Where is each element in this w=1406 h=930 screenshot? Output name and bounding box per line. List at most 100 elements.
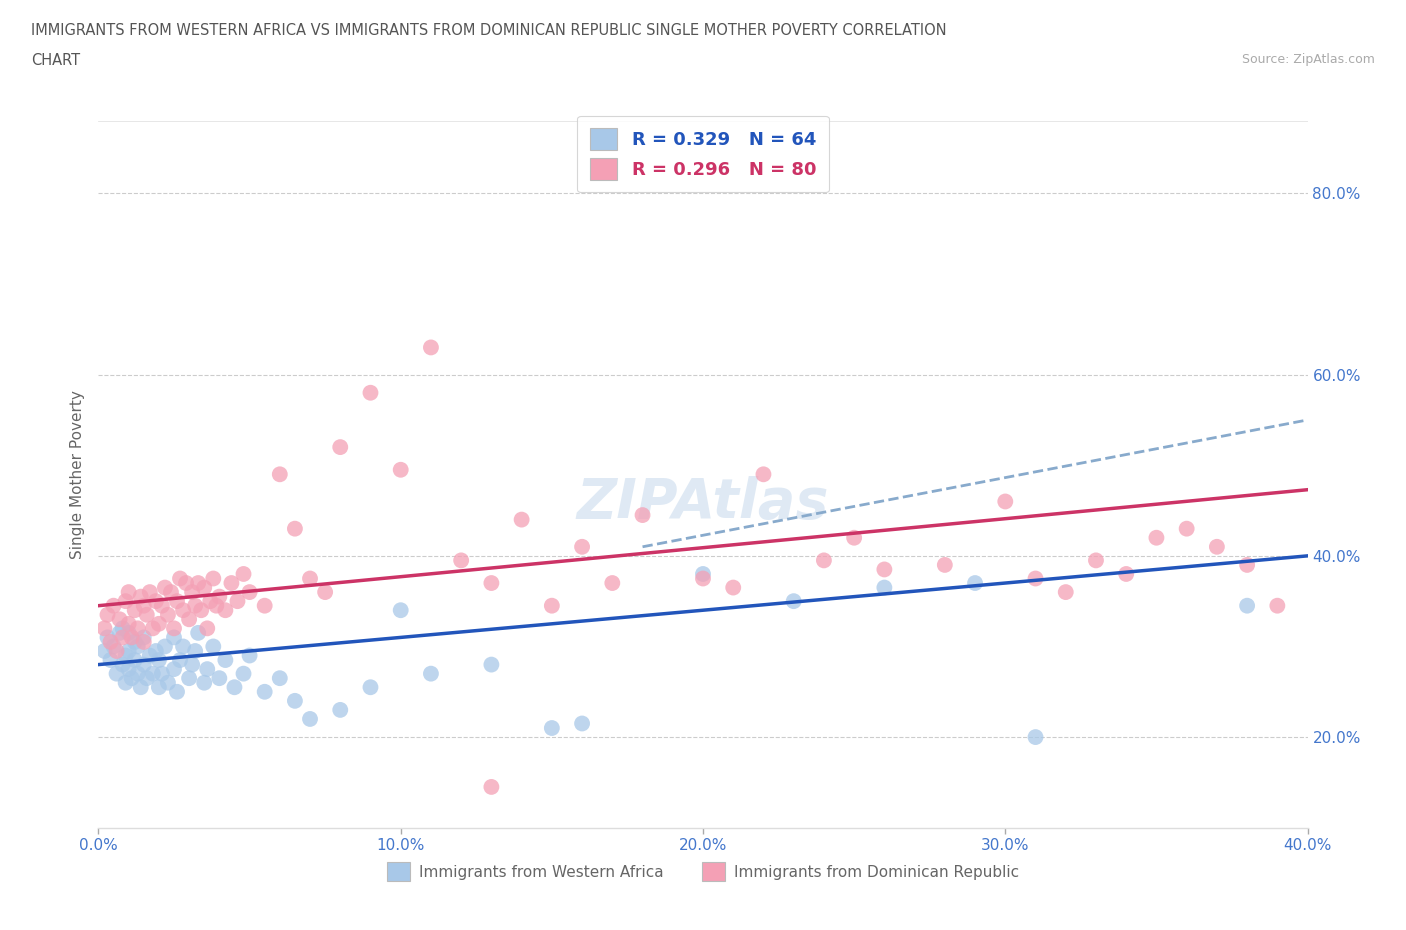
Point	[723, 580, 745, 595]
Point	[105, 644, 128, 658]
Point	[160, 585, 183, 600]
Point	[752, 467, 775, 482]
Point	[1024, 571, 1046, 586]
Point	[187, 576, 209, 591]
Point	[1206, 539, 1229, 554]
Point	[269, 671, 291, 685]
Point	[1236, 598, 1258, 613]
Point	[813, 553, 835, 568]
Point	[114, 593, 136, 608]
Point	[1144, 530, 1167, 545]
Point	[360, 385, 382, 400]
Point	[783, 593, 806, 608]
Point	[148, 680, 170, 695]
Point	[179, 612, 201, 627]
Point	[1175, 521, 1198, 536]
Point	[360, 680, 382, 695]
Point	[166, 684, 188, 699]
Y-axis label: Single Mother Poverty: Single Mother Poverty	[69, 390, 84, 559]
Point	[193, 675, 215, 690]
Point	[132, 658, 155, 672]
Point	[1024, 730, 1046, 745]
Point	[129, 590, 152, 604]
Point	[481, 658, 503, 672]
Point	[100, 653, 122, 668]
Point	[284, 521, 307, 536]
Point	[145, 593, 167, 608]
Point	[232, 566, 254, 581]
Point	[571, 539, 593, 554]
Point	[193, 580, 215, 595]
Point	[96, 630, 118, 644]
Point	[111, 630, 134, 644]
Point	[163, 621, 186, 636]
Point	[692, 566, 714, 581]
Point	[389, 603, 412, 618]
Point	[190, 603, 212, 618]
Legend: Immigrants from Western Africa, Immigrants from Dominican Republic: Immigrants from Western Africa, Immigran…	[381, 857, 1025, 887]
Point	[965, 576, 987, 591]
Point	[124, 634, 146, 649]
Point	[163, 661, 186, 676]
Point	[1054, 585, 1077, 600]
Point	[510, 512, 533, 527]
Point	[420, 666, 443, 681]
Point	[153, 639, 176, 654]
Point	[934, 557, 956, 572]
Point	[150, 666, 173, 681]
Point	[121, 630, 143, 644]
Point	[129, 680, 152, 695]
Point	[224, 680, 246, 695]
Point	[142, 621, 165, 636]
Point	[118, 617, 141, 631]
Point	[269, 467, 291, 482]
Point	[156, 607, 179, 622]
Point	[169, 571, 191, 586]
Point	[195, 661, 218, 676]
Point	[692, 571, 714, 586]
Point	[114, 648, 136, 663]
Point	[100, 634, 122, 649]
Point	[214, 653, 236, 668]
Point	[481, 779, 503, 794]
Point	[108, 626, 131, 641]
Point	[1236, 557, 1258, 572]
Point	[205, 598, 228, 613]
Point	[96, 607, 118, 622]
Point	[172, 639, 194, 654]
Point	[103, 598, 125, 613]
Point	[329, 702, 352, 717]
Point	[118, 585, 141, 600]
Point	[239, 648, 262, 663]
Point	[540, 721, 562, 736]
Point	[481, 576, 503, 591]
Point	[150, 598, 173, 613]
Point	[1115, 566, 1137, 581]
Point	[994, 494, 1017, 509]
Point	[873, 580, 896, 595]
Point	[187, 626, 209, 641]
Point	[124, 603, 146, 618]
Point	[118, 626, 141, 641]
Point	[139, 648, 162, 663]
Text: CHART: CHART	[31, 53, 80, 68]
Point	[169, 653, 191, 668]
Point	[181, 658, 204, 672]
Point	[202, 639, 225, 654]
Point	[1085, 553, 1108, 568]
Point	[114, 675, 136, 690]
Point	[450, 553, 472, 568]
Point	[844, 530, 866, 545]
Point	[118, 644, 141, 658]
Point	[232, 666, 254, 681]
Point	[184, 644, 207, 658]
Point	[127, 666, 149, 681]
Point	[103, 639, 125, 654]
Point	[389, 462, 412, 477]
Point	[132, 598, 155, 613]
Point	[118, 661, 141, 676]
Point	[93, 621, 115, 636]
Point	[602, 576, 624, 591]
Point	[135, 607, 157, 622]
Point	[127, 621, 149, 636]
